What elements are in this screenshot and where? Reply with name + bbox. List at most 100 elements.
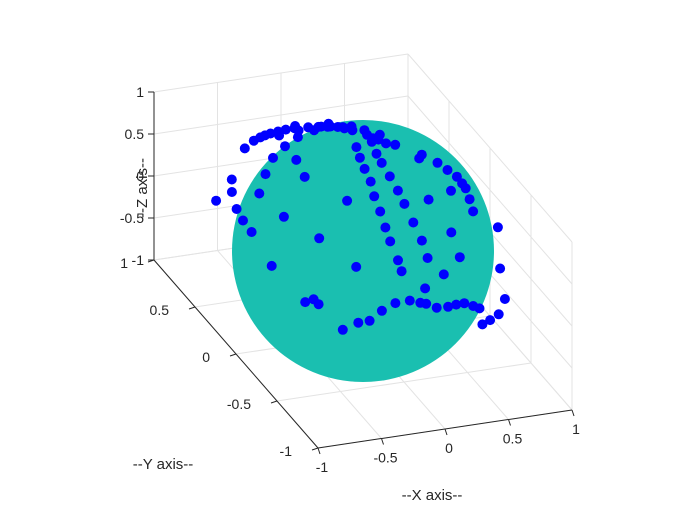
data-point [342,195,353,206]
data-point [477,319,488,330]
z-axis-label: --Z axis-- [134,158,151,218]
data-point [390,139,401,150]
back-wall-gridline-z [153,95,409,135]
data-point [468,206,479,217]
points-in-front-of-sphere [211,118,479,310]
data-point [384,171,395,182]
data-point [299,171,310,182]
y-tick-label: -1 [280,443,293,459]
z-tick-label: 0 [136,168,144,184]
data-point [499,294,510,304]
data-point [226,187,237,197]
data-point [268,152,278,163]
x-axis-ticks: -1 -0.5 0 0.5 1 [316,409,580,475]
data-point [396,266,407,277]
y-tick-label: -0.5 [227,396,251,412]
y-tick-label: 0 [202,349,210,365]
data-point [408,217,419,228]
data-point [231,204,242,214]
data-point [313,299,324,310]
data-point [291,154,302,165]
data-point [392,185,403,196]
x-tick-label: -0.5 [373,450,397,466]
data-point [337,122,348,133]
data-point [248,135,259,146]
data-point [238,215,248,226]
data-point [423,194,434,205]
data-point [399,198,410,209]
data-point [390,298,401,309]
data-point [280,124,291,135]
data-point [365,176,376,187]
x-axis-label: --X axis-- [402,487,463,504]
y-axis-ticks: -1 -0.5 0 0.5 1 [120,255,319,459]
data-point [290,121,301,131]
data-point [359,163,370,174]
data-point [314,233,325,244]
data-point [292,132,303,143]
y-tick-mark [188,306,196,310]
y-tick-label: 1 [120,255,128,271]
data-point [239,143,250,154]
back-wall-gridline-z [153,53,409,93]
x-tick-mark [508,419,511,426]
data-point [374,129,385,140]
data-point [443,301,454,312]
y-axis-label: --Y axis-- [133,456,194,473]
data-point [278,211,289,222]
data-point [369,191,380,202]
z-tick-label: -1 [132,252,145,268]
data-point [354,152,365,163]
x-tick-mark [381,438,384,445]
z-tick-label: 0.5 [125,126,145,142]
data-point [274,130,285,141]
data-point [446,185,456,196]
data-point [211,195,222,206]
data-point [442,165,453,175]
data-point [438,269,449,280]
data-point [460,183,471,194]
z-tick-label: -0.5 [120,210,144,226]
sphere-surface [232,120,494,382]
data-point [362,129,372,140]
data-point [266,260,277,271]
data-point [226,174,237,185]
data-point [380,222,391,233]
points-behind-sphere [337,222,510,335]
data-point [309,125,320,136]
data-point [246,227,257,237]
data-point [351,142,362,153]
x-tick-label: 1 [572,421,580,437]
z-tick-label: 1 [136,84,144,100]
y-tick-mark [311,447,319,451]
data-point [323,118,334,129]
data-point [485,315,496,326]
data-point [376,157,387,168]
data-point [260,169,271,180]
x-tick-label: -1 [316,459,329,475]
data-point [459,298,470,309]
y-tick-label: 0.5 [150,302,170,318]
data-point [381,138,391,149]
data-point [254,188,265,199]
data-point [375,206,386,217]
data-point [446,227,457,238]
data-point [454,252,465,263]
data-point [451,299,462,310]
data-point [385,236,396,247]
data-point [495,263,506,274]
data-point [420,283,431,294]
data-point [422,253,433,263]
y-tick-mark [270,400,278,404]
x-tick-mark [317,447,321,455]
data-point [474,303,485,314]
data-point [492,222,503,233]
data-point [493,309,504,320]
data-point [376,305,387,316]
data-point [414,153,425,164]
data-point [337,324,348,335]
data-point [371,148,382,159]
data-point [280,141,290,152]
data-point [364,315,375,326]
